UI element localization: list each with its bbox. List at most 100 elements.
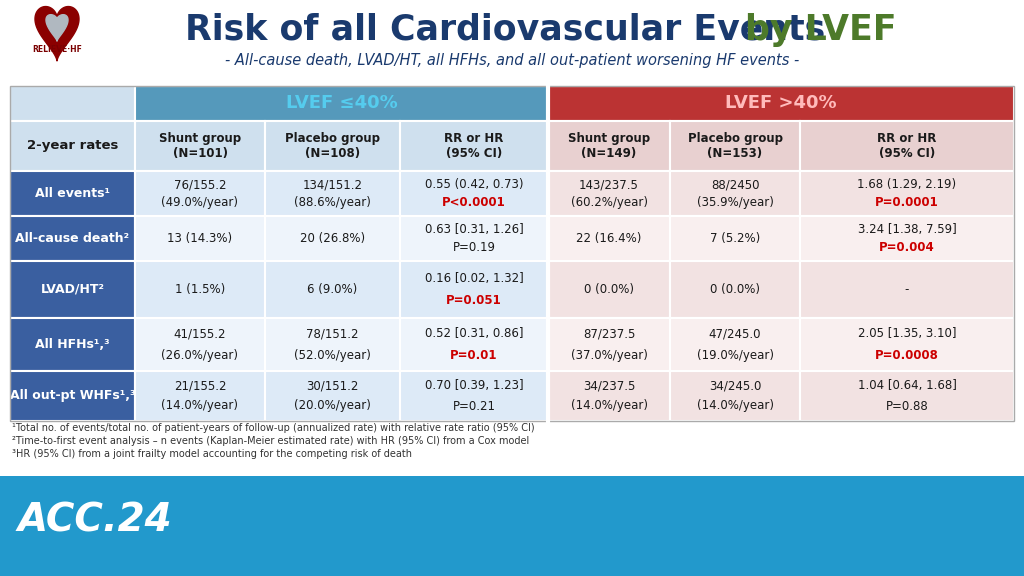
Text: 134/151.2: 134/151.2 — [302, 178, 362, 191]
Bar — [400, 171, 548, 216]
Bar — [548, 371, 670, 421]
Text: ³HR (95% CI) from a joint frailty model accounting for the competing risk of dea: ³HR (95% CI) from a joint frailty model … — [12, 449, 412, 459]
Text: P=0.004: P=0.004 — [880, 241, 935, 254]
Bar — [800, 261, 1014, 318]
Bar — [10, 216, 135, 261]
Text: 0.52 [0.31, 0.86]: 0.52 [0.31, 0.86] — [425, 327, 523, 340]
Text: P=0.0001: P=0.0001 — [876, 196, 939, 209]
Text: 1.04 [0.64, 1.68]: 1.04 [0.64, 1.68] — [857, 380, 956, 392]
Bar — [400, 121, 548, 171]
Text: 78/151.2: 78/151.2 — [306, 327, 358, 340]
Text: 2.05 [1.35, 3.10]: 2.05 [1.35, 3.10] — [858, 327, 956, 340]
Bar — [670, 171, 800, 216]
Bar — [135, 261, 265, 318]
Text: 7 (5.2%): 7 (5.2%) — [710, 232, 760, 245]
Text: LVAD/HT²: LVAD/HT² — [41, 283, 104, 296]
Bar — [670, 121, 800, 171]
Bar — [135, 216, 265, 261]
Text: 22 (16.4%): 22 (16.4%) — [577, 232, 642, 245]
Polygon shape — [46, 14, 68, 41]
Text: (26.0%/year): (26.0%/year) — [162, 348, 239, 362]
Text: - All-cause death, LVAD/HT, all HFHs, and all out-patient worsening HF events -: - All-cause death, LVAD/HT, all HFHs, an… — [225, 52, 799, 67]
Text: -: - — [905, 283, 909, 296]
Text: (88.6%/year): (88.6%/year) — [294, 196, 371, 209]
Text: Risk of all Cardiovascular Events: Risk of all Cardiovascular Events — [185, 13, 838, 47]
Text: 143/237.5: 143/237.5 — [579, 178, 639, 191]
Text: (20.0%/year): (20.0%/year) — [294, 400, 371, 412]
Bar — [670, 318, 800, 371]
Text: Placebo group
(N=108): Placebo group (N=108) — [285, 132, 380, 160]
Bar — [200, 476, 1024, 576]
Text: (52.0%/year): (52.0%/year) — [294, 348, 371, 362]
Text: ²Time-to-first event analysis – n events (Kaplan-Meier estimated rate) with HR (: ²Time-to-first event analysis – n events… — [12, 436, 529, 446]
Polygon shape — [35, 6, 79, 61]
Text: 2-year rates: 2-year rates — [27, 139, 118, 153]
Text: 34/245.0: 34/245.0 — [709, 380, 761, 392]
Text: (14.0%/year): (14.0%/year) — [570, 400, 647, 412]
Bar — [10, 261, 135, 318]
Text: (37.0%/year): (37.0%/year) — [570, 348, 647, 362]
Bar — [400, 318, 548, 371]
Bar — [0, 476, 1024, 576]
Bar — [0, 476, 1024, 576]
Text: P=0.01: P=0.01 — [451, 348, 498, 362]
Text: 47/245.0: 47/245.0 — [709, 327, 761, 340]
Bar — [135, 371, 265, 421]
Bar — [135, 318, 265, 371]
Text: (14.0%/year): (14.0%/year) — [696, 400, 773, 412]
Text: (60.2%/year): (60.2%/year) — [570, 196, 647, 209]
Text: 13 (14.3%): 13 (14.3%) — [168, 232, 232, 245]
Text: P=0.19: P=0.19 — [453, 241, 496, 254]
Text: 0.63 [0.31, 1.26]: 0.63 [0.31, 1.26] — [425, 223, 523, 236]
Text: RR or HR
(95% CI): RR or HR (95% CI) — [444, 132, 504, 160]
Bar — [10, 318, 135, 371]
Text: (49.0%/year): (49.0%/year) — [162, 196, 239, 209]
Text: 0 (0.0%): 0 (0.0%) — [584, 283, 634, 296]
Bar — [265, 216, 400, 261]
Text: All-cause death²: All-cause death² — [15, 232, 130, 245]
Text: 3.24 [1.38, 7.59]: 3.24 [1.38, 7.59] — [858, 223, 956, 236]
Bar — [265, 121, 400, 171]
Text: 41/155.2: 41/155.2 — [174, 327, 226, 340]
Text: Shunt group
(N=149): Shunt group (N=149) — [568, 132, 650, 160]
Text: LVEF >40%: LVEF >40% — [725, 94, 837, 112]
Text: 88/2450: 88/2450 — [711, 178, 759, 191]
Bar — [10, 121, 135, 171]
Bar — [135, 171, 265, 216]
Bar — [10, 171, 135, 216]
Text: ACC.24: ACC.24 — [17, 502, 172, 540]
Bar — [670, 261, 800, 318]
Bar — [400, 261, 548, 318]
Bar — [10, 86, 1014, 421]
Bar — [800, 216, 1014, 261]
Bar — [548, 216, 670, 261]
Text: P=0.0008: P=0.0008 — [876, 348, 939, 362]
Bar — [10, 86, 135, 121]
Text: 87/237.5: 87/237.5 — [583, 327, 635, 340]
Text: 0 (0.0%): 0 (0.0%) — [710, 283, 760, 296]
Text: P=0.88: P=0.88 — [886, 400, 929, 412]
Text: 1.68 (1.29, 2.19): 1.68 (1.29, 2.19) — [857, 178, 956, 191]
Text: 1 (1.5%): 1 (1.5%) — [175, 283, 225, 296]
Text: by LVEF: by LVEF — [745, 13, 896, 47]
Text: 0.55 (0.42, 0.73): 0.55 (0.42, 0.73) — [425, 178, 523, 191]
Bar — [400, 216, 548, 261]
Text: 0.70 [0.39, 1.23]: 0.70 [0.39, 1.23] — [425, 380, 523, 392]
Text: RR or HR
(95% CI): RR or HR (95% CI) — [878, 132, 937, 160]
Text: (14.0%/year): (14.0%/year) — [162, 400, 239, 412]
Bar — [265, 371, 400, 421]
Bar — [135, 86, 548, 121]
Bar — [800, 371, 1014, 421]
Text: All events¹: All events¹ — [35, 187, 110, 200]
Text: All HFHs¹,³: All HFHs¹,³ — [35, 338, 110, 351]
Bar — [265, 261, 400, 318]
Bar — [135, 121, 265, 171]
Bar — [670, 216, 800, 261]
Text: 6 (9.0%): 6 (9.0%) — [307, 283, 357, 296]
Bar — [670, 371, 800, 421]
Bar — [548, 261, 670, 318]
Bar — [548, 318, 670, 371]
Text: P=0.21: P=0.21 — [453, 400, 496, 412]
Text: Shunt group
(N=101): Shunt group (N=101) — [159, 132, 241, 160]
Bar — [400, 371, 548, 421]
